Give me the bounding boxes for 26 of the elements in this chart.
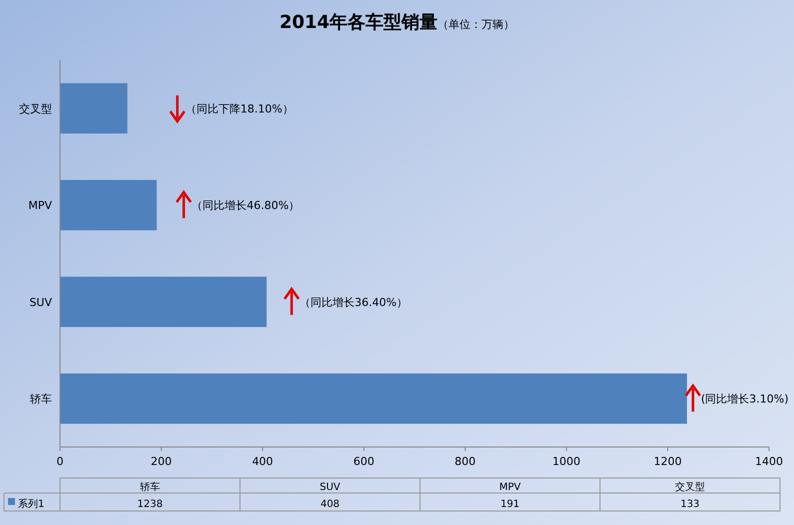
text: 408 xyxy=(320,499,340,510)
x-tick-label: 0 xyxy=(56,455,64,468)
category-label: 轿车 xyxy=(140,482,160,493)
x-tick-label: 400 xyxy=(252,455,274,468)
category-label: SUV xyxy=(320,482,340,493)
annotation: (同比增长3.10%) xyxy=(700,392,788,406)
text: 191 xyxy=(500,499,520,510)
y-tick-label: SUV xyxy=(29,296,52,309)
x-tick-label: 600 xyxy=(353,455,374,468)
category-label: 交叉型 xyxy=(675,482,705,493)
annotation: （同比增长46.80%） xyxy=(192,199,300,212)
x-tick-label: 1200 xyxy=(654,455,682,468)
y-tick-label: 交叉型 xyxy=(19,102,52,116)
annotation: （同比下降18.10%） xyxy=(185,102,294,116)
text: 1238 xyxy=(137,499,163,510)
annotation: （同比增长36.40%） xyxy=(300,296,408,309)
x-tick-label: 1000 xyxy=(552,455,580,468)
chart-subtitle: （单位：万辆） xyxy=(438,18,515,31)
legend-label: 系列1 xyxy=(18,498,44,510)
category-label: MPV xyxy=(499,482,521,493)
x-tick-label: 1400 xyxy=(755,455,783,468)
y-tick-label: 轿车 xyxy=(30,392,52,406)
text: 133 xyxy=(680,499,700,510)
x-tick-label: 800 xyxy=(454,455,476,468)
y-tick-label: MPV xyxy=(28,199,52,212)
x-tick-label: 200 xyxy=(150,455,172,468)
